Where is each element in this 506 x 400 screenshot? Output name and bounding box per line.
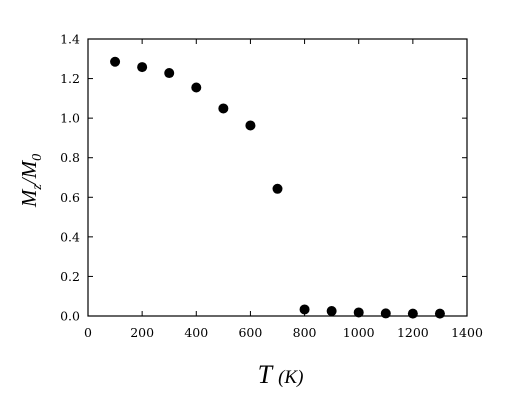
data-points	[110, 56, 445, 319]
x-tick-label: 1000	[343, 325, 375, 340]
plot-frame	[87, 38, 468, 317]
x-tick-label: 0	[84, 325, 92, 340]
data-point	[299, 304, 310, 315]
data-point	[353, 307, 364, 318]
x-tick-label: 200	[130, 325, 154, 340]
x-axis-label-symbol: T	[258, 360, 274, 389]
y-axis: 0.0 0.2 0.4 0.6 0.8 1.0 1.2 1.4	[60, 32, 467, 324]
y-tick-label: 1.2	[60, 71, 80, 86]
data-point	[434, 308, 445, 319]
data-point	[326, 306, 337, 317]
y-tick-label: 0.4	[60, 229, 80, 244]
x-tick-label: 600	[238, 325, 262, 340]
data-point	[191, 82, 202, 93]
y-tick-label: 0.2	[60, 269, 80, 284]
x-tick-label: 800	[293, 325, 317, 340]
data-point	[407, 308, 418, 319]
data-point	[137, 62, 148, 73]
y-axis-label-sub2: 0	[30, 154, 45, 161]
y-axis-label-sep: /M	[17, 159, 41, 185]
data-point	[164, 68, 175, 79]
y-tick-label: 1.0	[60, 111, 80, 126]
x-tick-label: 1400	[451, 325, 483, 340]
y-tick-label: 0.8	[60, 150, 80, 165]
x-axis: 0 200 400 600 800 1000 1200 1400	[84, 39, 483, 340]
x-axis-label-unit: (K)	[278, 367, 303, 388]
data-point	[272, 183, 283, 194]
x-tick-label: 1200	[397, 325, 429, 340]
y-tick-label: 1.4	[60, 32, 80, 47]
data-point	[110, 56, 121, 67]
data-point	[245, 120, 256, 131]
y-axis-label: Mz/M0	[17, 154, 45, 208]
y-tick-label: 0.0	[60, 309, 80, 324]
x-axis-label: T (K)	[258, 360, 304, 389]
data-point	[380, 308, 391, 319]
y-tick-label: 0.6	[60, 190, 80, 205]
y-axis-label-sub1: z	[30, 184, 45, 191]
data-point	[218, 103, 229, 114]
x-tick-label: 400	[184, 325, 208, 340]
y-axis-label-main: M	[17, 188, 41, 208]
